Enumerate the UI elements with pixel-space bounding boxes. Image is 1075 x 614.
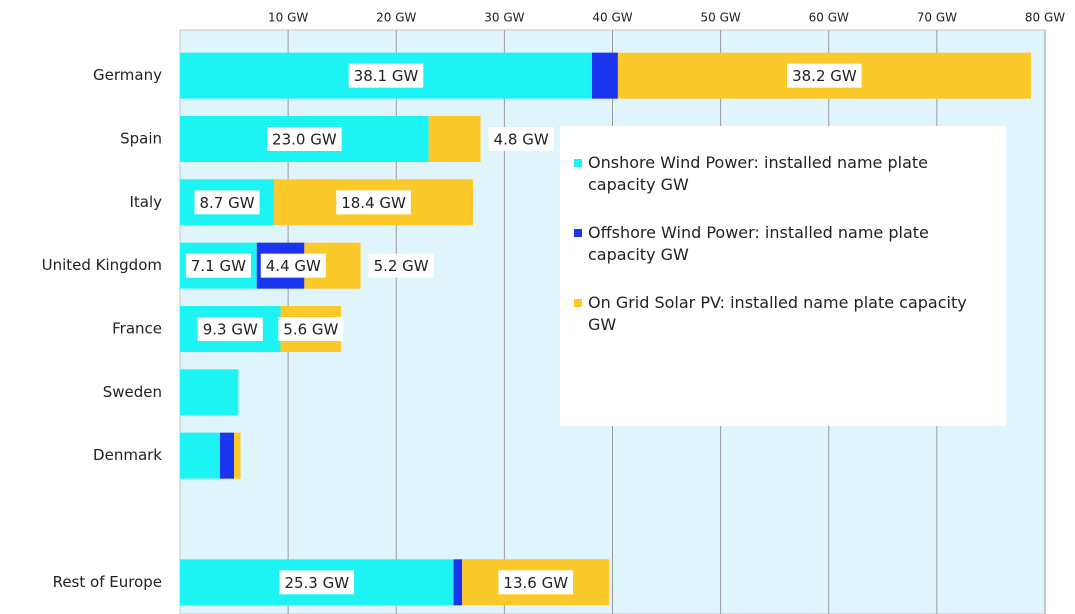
value-label: 13.6 GW (503, 574, 568, 592)
label-box (368, 253, 434, 278)
bar-segment (220, 432, 235, 479)
legend: Onshore Wind Power: installed name plate… (560, 126, 1006, 426)
label-box (336, 190, 411, 215)
legend-label: Offshore Wind Power: installed name plat… (588, 223, 929, 264)
bar-segment (234, 432, 241, 479)
bar-segment (180, 369, 239, 416)
legend-entry: Offshore Wind Power: installed name plat… (574, 222, 986, 266)
y-tick-label: Spain (120, 130, 162, 148)
label-box (278, 317, 344, 341)
value-label: 8.7 GW (199, 194, 254, 212)
value-label: 9.3 GW (203, 321, 258, 339)
label-box (267, 127, 342, 151)
label-box (348, 63, 424, 88)
y-tick-label: Denmark (93, 446, 162, 464)
x-tick-label: 60 GW (809, 11, 849, 25)
legend-label: Onshore Wind Power: installed name plate… (588, 153, 928, 194)
label-box (488, 127, 554, 151)
value-label: 7.1 GW (191, 257, 246, 275)
value-label: 38.1 GW (354, 67, 419, 85)
label-box (197, 317, 263, 341)
value-label: 23.0 GW (272, 131, 337, 149)
y-tick-label: Italy (129, 193, 162, 211)
bar-segment (428, 116, 481, 162)
legend-label: On Grid Solar PV: installed name plate c… (588, 293, 967, 334)
x-tick-label: 40 GW (592, 11, 632, 25)
y-tick-label: Sweden (103, 383, 162, 401)
x-tick-label: 30 GW (484, 11, 524, 25)
label-box (194, 190, 260, 215)
label-box (498, 570, 574, 595)
value-label: 5.6 GW (283, 321, 338, 339)
y-tick-label: Rest of Europe (53, 573, 162, 591)
y-tick-label: United Kingdom (42, 256, 162, 274)
x-tick-label: 20 GW (376, 11, 416, 25)
label-box (260, 253, 326, 278)
value-label: 25.3 GW (284, 574, 349, 592)
value-label: 4.8 GW (494, 131, 549, 149)
value-label: 4.4 GW (266, 257, 321, 275)
legend-swatch (574, 299, 582, 307)
legend-entry: On Grid Solar PV: installed name plate c… (574, 292, 986, 336)
label-box (185, 253, 251, 278)
x-tick-label: 10 GW (268, 11, 308, 25)
y-tick-label: Germany (93, 66, 162, 84)
bar-segment (591, 52, 618, 99)
x-tick-label: 70 GW (917, 11, 957, 25)
value-label: 5.2 GW (374, 257, 429, 275)
bar-segment (180, 432, 221, 479)
label-box (279, 570, 355, 595)
value-label: 18.4 GW (341, 194, 406, 212)
value-label: 38.2 GW (792, 67, 857, 85)
x-tick-label: 50 GW (701, 11, 741, 25)
legend-swatch (574, 229, 582, 237)
bar-segment (453, 559, 463, 606)
label-box (787, 63, 862, 88)
y-tick-label: France (112, 320, 162, 338)
legend-entry: Onshore Wind Power: installed name plate… (574, 152, 986, 196)
x-tick-label: 80 GW (1025, 11, 1065, 25)
legend-swatch (574, 159, 582, 167)
